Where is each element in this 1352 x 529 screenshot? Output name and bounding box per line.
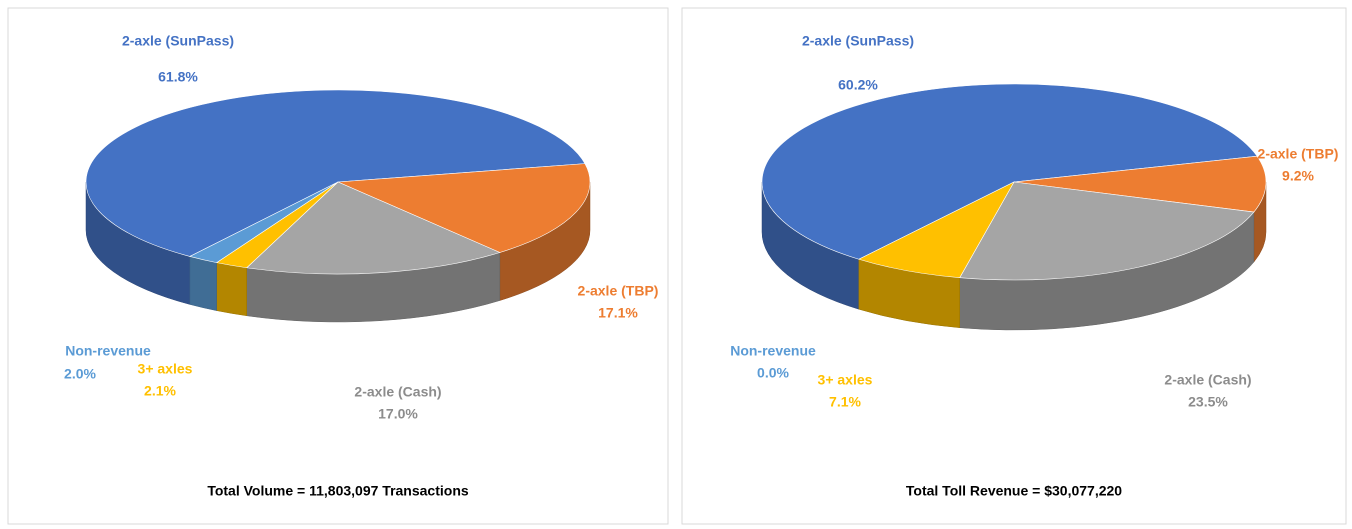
slice	[189, 181, 339, 263]
slice-label: 2-axle (SunPass)	[802, 33, 914, 49]
value-label: 7.1%	[829, 394, 861, 410]
slice	[761, 83, 1258, 260]
slice-label: 2-axle (Cash)	[1164, 372, 1251, 388]
slice-label: 3+ axles	[138, 361, 193, 377]
chart-title: Total Toll Revenue = $30,077,220	[906, 483, 1122, 499]
value-label: 60.2%	[838, 77, 878, 93]
slice-side	[189, 256, 217, 311]
slice-label: 2-axle (TBP)	[1258, 146, 1339, 162]
value-label: 17.1%	[598, 305, 638, 321]
value-label: 9.2%	[1282, 168, 1314, 184]
slice-label: 2-axle (Cash)	[354, 384, 441, 400]
slice-label: 2-axle (TBP)	[578, 283, 659, 299]
value-label: 2.0%	[64, 366, 96, 382]
slice	[858, 181, 1015, 279]
chart-title: Total Volume = 11,803,097 Transactions	[207, 483, 469, 499]
slice	[959, 181, 1255, 281]
slice	[85, 89, 586, 257]
value-label: 17.0%	[378, 406, 418, 422]
value-label: 23.5%	[1188, 394, 1228, 410]
slice	[337, 163, 591, 253]
slice-label: 3+ axles	[818, 372, 873, 388]
slice-side	[216, 262, 247, 317]
slice-label: 2-axle (SunPass)	[122, 33, 234, 49]
value-label: 0.0%	[757, 365, 789, 381]
value-label: 61.8%	[158, 69, 198, 85]
slice-label: Non-revenue	[65, 343, 151, 359]
slice	[1013, 155, 1267, 213]
value-label: 2.1%	[144, 383, 176, 399]
slice	[246, 181, 501, 275]
slice-label: Non-revenue	[730, 343, 816, 359]
